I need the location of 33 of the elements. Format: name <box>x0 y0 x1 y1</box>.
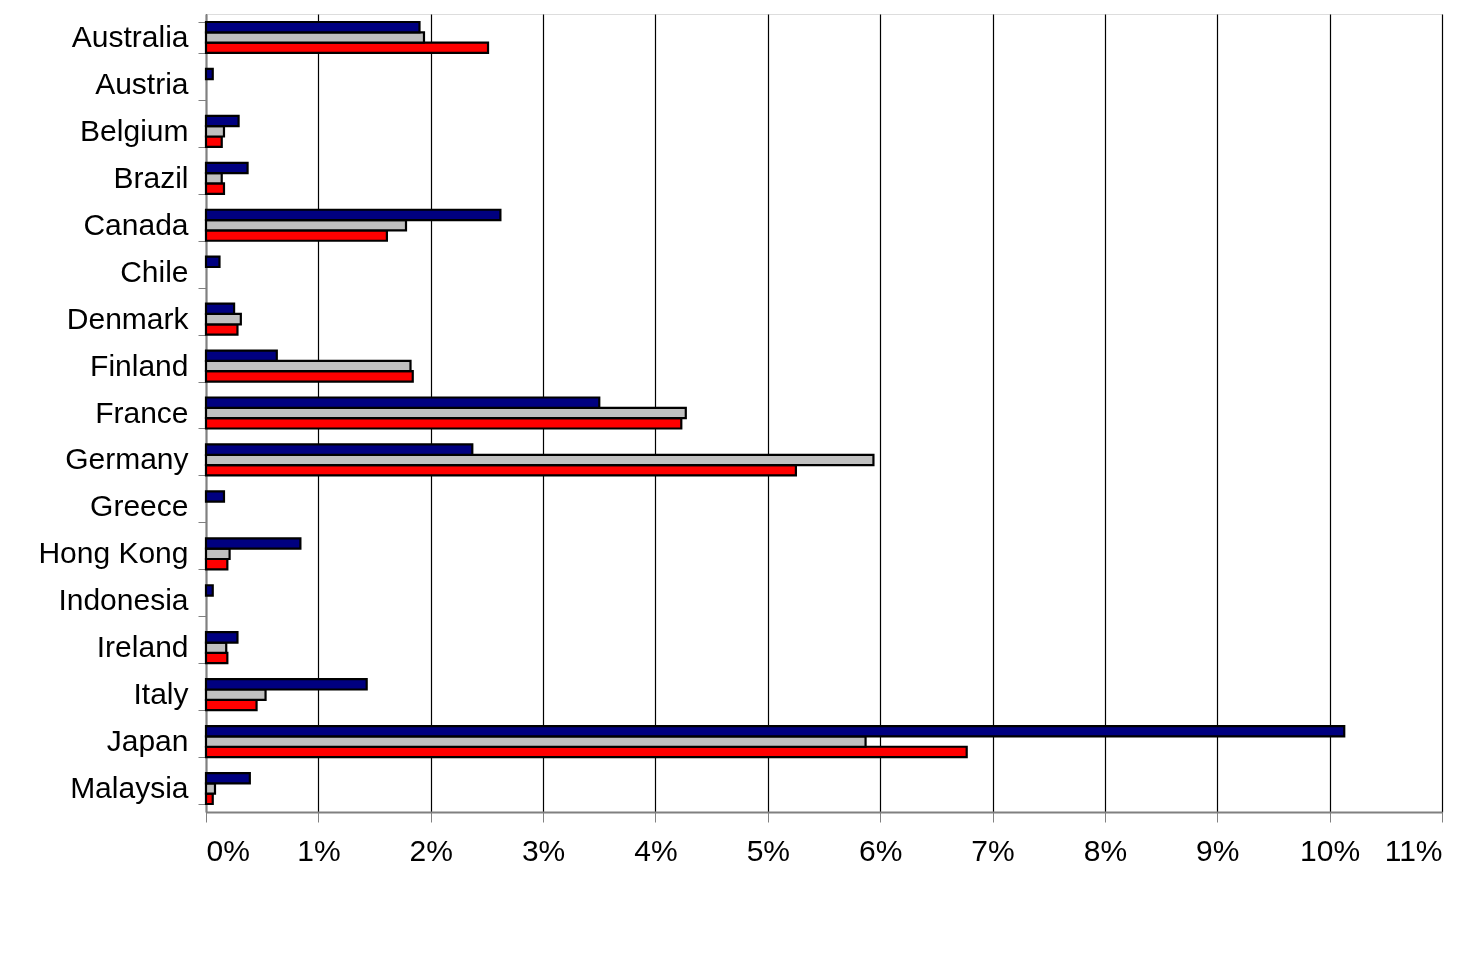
y-tick-label: Belgium <box>80 113 189 147</box>
bar <box>204 490 226 503</box>
y-tick-label: Ireland <box>96 630 189 664</box>
x-tick-label: 2% <box>409 833 453 867</box>
y-tick-label: Brazil <box>113 160 189 194</box>
y-tick-label: Canada <box>83 207 189 241</box>
y-tick-label: Greece <box>90 489 189 523</box>
x-tick-label: 1% <box>297 833 341 867</box>
y-tick-label: Chile <box>120 254 189 288</box>
y-tick-label: Indonesia <box>58 583 189 617</box>
x-tick-label: 10% <box>1300 833 1361 867</box>
bar <box>204 67 214 81</box>
y-tick-label: Austria <box>95 66 189 100</box>
x-tick-label: 11% <box>1384 833 1443 867</box>
y-tick-label: France <box>95 395 189 429</box>
y-tick-label: Germany <box>65 442 189 476</box>
x-tick-label: 3% <box>521 833 566 867</box>
y-tick-label: Malaysia <box>70 771 189 805</box>
y-tick-label: Japan <box>106 724 189 758</box>
y-tick-label: Finland <box>90 348 189 382</box>
x-tick-label: 0% <box>206 833 250 867</box>
x-tick-label: 8% <box>1083 833 1128 867</box>
x-tick-label: 5% <box>746 833 790 867</box>
y-tick-label: Denmark <box>66 301 190 335</box>
x-tick-label: 4% <box>634 833 678 867</box>
x-tick-label: 7% <box>971 833 1015 867</box>
y-tick-label: Italy <box>133 677 189 711</box>
bar <box>204 584 214 597</box>
y-tick-label: Hong Kong <box>38 536 189 570</box>
x-tick-label: 9% <box>1196 833 1240 867</box>
y-tick-label: Australia <box>71 19 189 53</box>
bar <box>204 255 221 269</box>
x-tick-label: 6% <box>859 833 903 867</box>
